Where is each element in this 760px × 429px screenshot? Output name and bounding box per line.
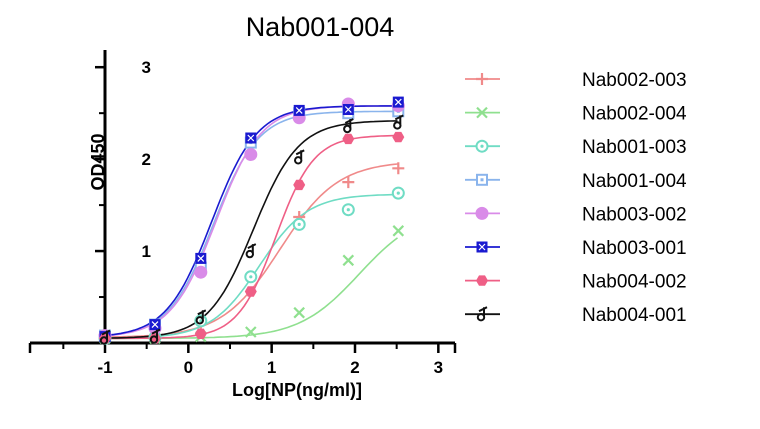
point-nab003-001 [245, 132, 257, 144]
legend-marker [476, 73, 488, 85]
x-axis-label: Log[NP(ng/ml)] [232, 380, 362, 400]
x-tick-label: 0 [184, 358, 193, 377]
x-tick-label: 1 [267, 358, 276, 377]
legend-marker [475, 206, 489, 220]
point-nab004-001 [393, 114, 404, 130]
point-nab004-001 [99, 329, 111, 345]
point-nab002-004 [392, 225, 405, 237]
legend-label: Nab002-004 [582, 104, 687, 125]
tick-group: -1 0 1 2 3 1 2 3 [28, 58, 457, 377]
point-nab002-004 [245, 326, 257, 338]
point-nab003-001 [342, 104, 354, 115]
point-nab002-003 [342, 176, 355, 189]
y-tick-label: 1 [142, 242, 151, 261]
point-nab003-002 [244, 148, 258, 161]
y-tick-label: 2 [142, 150, 151, 169]
point-nab004-002 [244, 286, 257, 297]
point-nab002-004 [342, 254, 355, 267]
legend-label: Nab003-001 [582, 238, 687, 259]
point-nab003-001 [195, 252, 207, 264]
point-nab003-001 [293, 104, 305, 116]
point-nab003-001 [149, 319, 161, 331]
legend-label: Nab001-003 [582, 137, 687, 158]
point-nab004-002 [293, 179, 306, 191]
point-nab002-004 [293, 306, 305, 319]
point-nab003-002 [194, 265, 208, 279]
chart-title: Nab001-004 [246, 12, 395, 42]
point-nab002-003 [392, 162, 405, 175]
x-tick-label: -1 [97, 358, 112, 377]
point-nab004-002 [342, 133, 355, 145]
legend-label: Nab003-002 [582, 204, 687, 225]
point-nab001-003 [292, 217, 306, 231]
curve-nab001-003 [100, 193, 398, 339]
point-nab004-001 [294, 149, 305, 165]
point-nab001-003 [341, 203, 355, 217]
point-nab004-002 [392, 131, 405, 143]
legend-marker [476, 173, 488, 186]
data-points [98, 96, 405, 345]
legend-label: Nab001-004 [582, 171, 687, 192]
y-tick-label: 3 [142, 58, 151, 77]
point-nab001-003 [244, 270, 258, 284]
legend-label: Nab002-003 [582, 70, 687, 91]
x-tick-label: 3 [434, 358, 443, 377]
point-nab001-003 [391, 186, 405, 200]
legend: Nab002-003 Nab002-004 Nab001-003 Nab001-004… [465, 70, 687, 326]
point-nab003-001 [392, 96, 404, 108]
legend-marker [476, 241, 488, 253]
point-nab004-001 [149, 328, 161, 344]
point-nab004-001 [343, 118, 354, 134]
x-tick-label: 2 [350, 358, 359, 377]
legend-marker [476, 106, 488, 119]
legend-label: Nab004-001 [582, 305, 687, 326]
point-nab004-001 [195, 309, 207, 325]
point-nab004-001 [245, 243, 257, 259]
legend-marker [476, 306, 488, 322]
legend-marker [475, 139, 489, 153]
point-nab004-002 [194, 328, 207, 339]
legend-label: Nab004-002 [582, 272, 687, 293]
y-axis-label: OD450 [88, 133, 108, 190]
legend-marker [476, 275, 488, 286]
